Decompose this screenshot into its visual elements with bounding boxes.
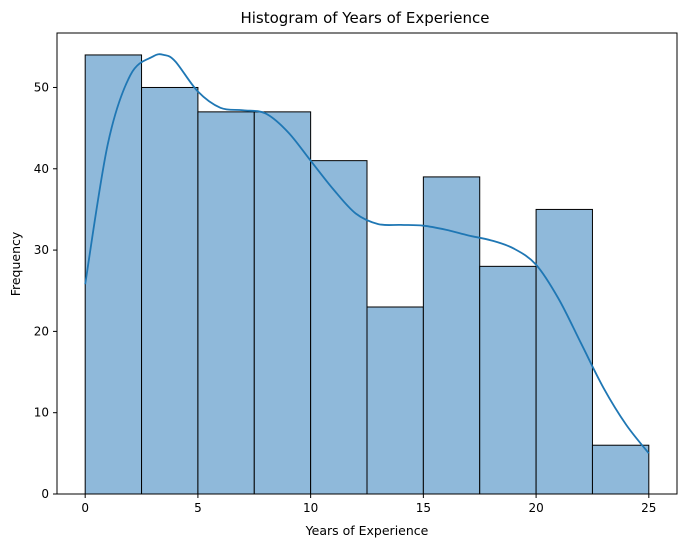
x-tick-label: 5 — [194, 501, 202, 515]
x-tick-label: 15 — [416, 501, 431, 515]
kde-curve — [84, 53, 650, 454]
histogram-bars — [84, 54, 650, 495]
histogram-bar-8 — [535, 208, 593, 495]
histogram-bar-0 — [84, 54, 143, 495]
y-tick-label: 0 — [41, 487, 49, 501]
histogram-bar-4 — [310, 160, 368, 495]
x-axis-ticks: 0 5 10 15 20 25 — [81, 494, 656, 515]
y-tick-label: 50 — [34, 80, 49, 94]
histogram-bar-5 — [366, 306, 424, 495]
histogram-bar-7 — [479, 265, 537, 495]
x-tick-label: 20 — [528, 501, 543, 515]
x-tick-label: 25 — [641, 501, 656, 515]
y-axis-ticks: 0 10 20 30 40 50 — [34, 80, 57, 501]
histogram-bar-3 — [253, 111, 312, 495]
histogram-bar-6 — [422, 176, 481, 495]
histogram-bar-2 — [197, 111, 255, 495]
y-axis-label: Frequency — [8, 231, 23, 296]
x-tick-label: 10 — [303, 501, 318, 515]
histogram-bar-1 — [141, 86, 199, 495]
y-tick-label: 10 — [34, 406, 49, 420]
y-tick-label: 30 — [34, 243, 49, 257]
x-axis-label: Years of Experience — [305, 523, 429, 538]
x-tick-label: 0 — [81, 501, 89, 515]
y-tick-label: 20 — [34, 324, 49, 338]
y-tick-label: 40 — [34, 162, 49, 176]
chart-title: Histogram of Years of Experience — [240, 9, 489, 27]
histogram-bar-9 — [591, 444, 650, 495]
